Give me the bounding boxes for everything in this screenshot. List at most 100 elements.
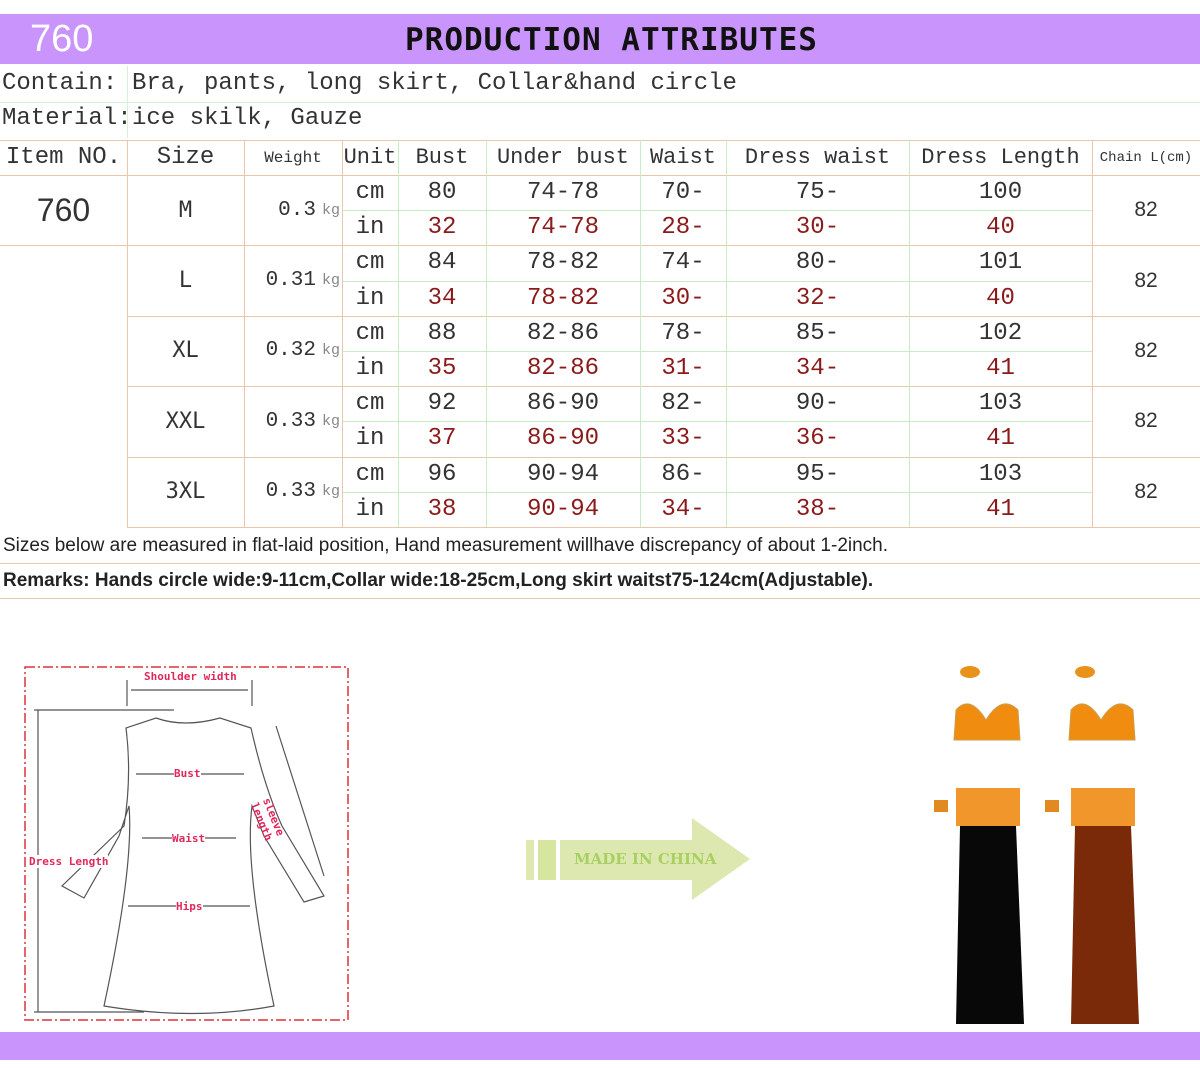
waist-label: Waist bbox=[172, 832, 206, 845]
in-dress-waist-cell: 32- bbox=[795, 284, 840, 312]
in-bust-cell: 37 bbox=[427, 425, 457, 453]
column-header: Waist bbox=[649, 145, 716, 170]
in-dress-waist-cell: 36- bbox=[795, 425, 840, 453]
in-waist-cell: 30- bbox=[661, 284, 705, 312]
weight-unit: kg bbox=[321, 272, 340, 290]
cm-under-bust-cell: 90-94 bbox=[526, 460, 599, 488]
cm-waist-cell: 78- bbox=[661, 319, 705, 347]
cm-dress-waist-cell: 75- bbox=[795, 179, 840, 207]
cm-unit-cell: cm bbox=[355, 460, 385, 488]
cm-dress-length-cell: 103 bbox=[978, 390, 1023, 418]
in-bust-cell: 32 bbox=[427, 214, 457, 242]
made-in-china-banner: MADE IN CHINA bbox=[526, 818, 750, 900]
column-header: Dress waist bbox=[744, 145, 891, 170]
product-photos bbox=[930, 660, 1170, 1030]
column-header: Size bbox=[156, 144, 215, 171]
size-diagram: Shoulder width Bust Waist Hips Dress Len… bbox=[24, 666, 350, 1022]
in-dress-length-cell: 41 bbox=[986, 355, 1015, 383]
costume-product-image bbox=[934, 666, 1139, 1024]
cm-bust-cell: 92 bbox=[427, 390, 457, 418]
material-label: Material: bbox=[2, 105, 132, 132]
footer-bar bbox=[0, 1032, 1200, 1060]
weight-unit: kg bbox=[321, 201, 340, 219]
in-under-bust-cell: 78-82 bbox=[526, 284, 599, 312]
cm-dress-waist-cell: 80- bbox=[795, 249, 840, 277]
arrow-icon bbox=[526, 818, 750, 900]
column-header: Item NO. bbox=[5, 144, 122, 171]
cm-unit-cell: cm bbox=[355, 390, 385, 418]
cm-unit-cell: cm bbox=[355, 249, 385, 277]
cm-under-bust-cell: 86-90 bbox=[526, 390, 599, 418]
measurement-note: Sizes below are measured in flat-laid po… bbox=[3, 535, 889, 556]
cm-dress-waist-cell: 85- bbox=[795, 319, 840, 347]
column-header: Bust bbox=[415, 145, 469, 170]
in-unit-cell: in bbox=[355, 495, 385, 523]
cm-dress-length-cell: 103 bbox=[978, 460, 1023, 488]
weight-cell: 0.31 kg bbox=[244, 245, 342, 315]
cm-waist-cell: 70- bbox=[661, 179, 705, 207]
in-unit-cell: in bbox=[355, 214, 385, 242]
size-cell: M bbox=[178, 197, 193, 223]
in-waist-cell: 33- bbox=[661, 425, 705, 453]
made-in-china-text: MADE IN CHINA bbox=[574, 850, 717, 868]
in-under-bust-cell: 82-86 bbox=[526, 355, 599, 383]
cm-dress-length-cell: 100 bbox=[978, 179, 1023, 207]
in-bust-cell: 35 bbox=[427, 355, 457, 383]
chain-length-cell: 82 bbox=[1134, 479, 1158, 503]
in-dress-waist-cell: 30- bbox=[795, 214, 840, 242]
weight-value: 0.3 bbox=[278, 198, 316, 222]
cm-bust-cell: 84 bbox=[427, 249, 457, 277]
in-under-bust-cell: 90-94 bbox=[526, 495, 599, 523]
in-dress-waist-cell: 38- bbox=[795, 495, 840, 523]
in-waist-cell: 28- bbox=[661, 214, 705, 242]
weight-unit: kg bbox=[321, 342, 340, 360]
shoulder-width-label: Shoulder width bbox=[144, 670, 237, 683]
weight-cell: 0.33 kg bbox=[244, 386, 342, 456]
in-dress-length-cell: 40 bbox=[986, 284, 1015, 312]
weight-unit: kg bbox=[321, 483, 340, 501]
in-dress-length-cell: 41 bbox=[986, 495, 1015, 523]
contain-label: Contain: bbox=[2, 70, 118, 97]
weight-value: 0.31 bbox=[265, 269, 316, 293]
column-header: Chain L(cm) bbox=[1099, 149, 1193, 166]
chain-length-cell: 82 bbox=[1134, 268, 1158, 292]
cm-unit-cell: cm bbox=[355, 319, 385, 347]
in-unit-cell: in bbox=[355, 284, 385, 312]
in-unit-cell: in bbox=[355, 425, 385, 453]
weight-value: 0.32 bbox=[265, 339, 316, 363]
in-under-bust-cell: 86-90 bbox=[526, 425, 599, 453]
dress-length-label: Dress Length bbox=[29, 855, 109, 868]
in-waist-cell: 31- bbox=[661, 355, 705, 383]
weight-cell: 0.3 kg bbox=[244, 175, 342, 245]
cm-bust-cell: 88 bbox=[427, 319, 457, 347]
material-value: ice skilk, Gauze bbox=[132, 105, 363, 132]
remarks: Remarks: Hands circle wide:9-11cm,Collar… bbox=[3, 570, 874, 591]
weight-cell: 0.32 kg bbox=[244, 316, 342, 386]
column-header: Weight bbox=[264, 148, 322, 167]
size-cell: L bbox=[178, 268, 193, 294]
cm-waist-cell: 86- bbox=[661, 460, 705, 488]
page-title: PRODUCTION ATTRIBUTES bbox=[405, 22, 818, 58]
weight-unit: kg bbox=[321, 412, 340, 430]
in-dress-length-cell: 41 bbox=[986, 425, 1015, 453]
column-header: Under bust bbox=[496, 145, 630, 170]
hips-label: Hips bbox=[176, 900, 203, 913]
size-cell: 3XL bbox=[165, 479, 206, 505]
cm-bust-cell: 96 bbox=[427, 460, 457, 488]
cm-under-bust-cell: 82-86 bbox=[526, 319, 599, 347]
in-waist-cell: 34- bbox=[661, 495, 705, 523]
cm-dress-length-cell: 102 bbox=[978, 319, 1023, 347]
cm-unit-cell: cm bbox=[355, 179, 385, 207]
column-header: Dress Length bbox=[921, 145, 1080, 170]
in-bust-cell: 38 bbox=[427, 495, 457, 523]
size-cell: XL bbox=[172, 338, 199, 364]
weight-cell: 0.33 kg bbox=[244, 457, 342, 527]
chain-length-cell: 82 bbox=[1134, 338, 1158, 362]
in-bust-cell: 34 bbox=[427, 284, 457, 312]
weight-value: 0.33 bbox=[265, 409, 316, 433]
title-bar bbox=[0, 14, 1200, 64]
cm-bust-cell: 80 bbox=[427, 179, 457, 207]
cm-dress-waist-cell: 90- bbox=[795, 390, 840, 418]
in-dress-length-cell: 40 bbox=[986, 214, 1015, 242]
bust-label: Bust bbox=[174, 767, 201, 780]
